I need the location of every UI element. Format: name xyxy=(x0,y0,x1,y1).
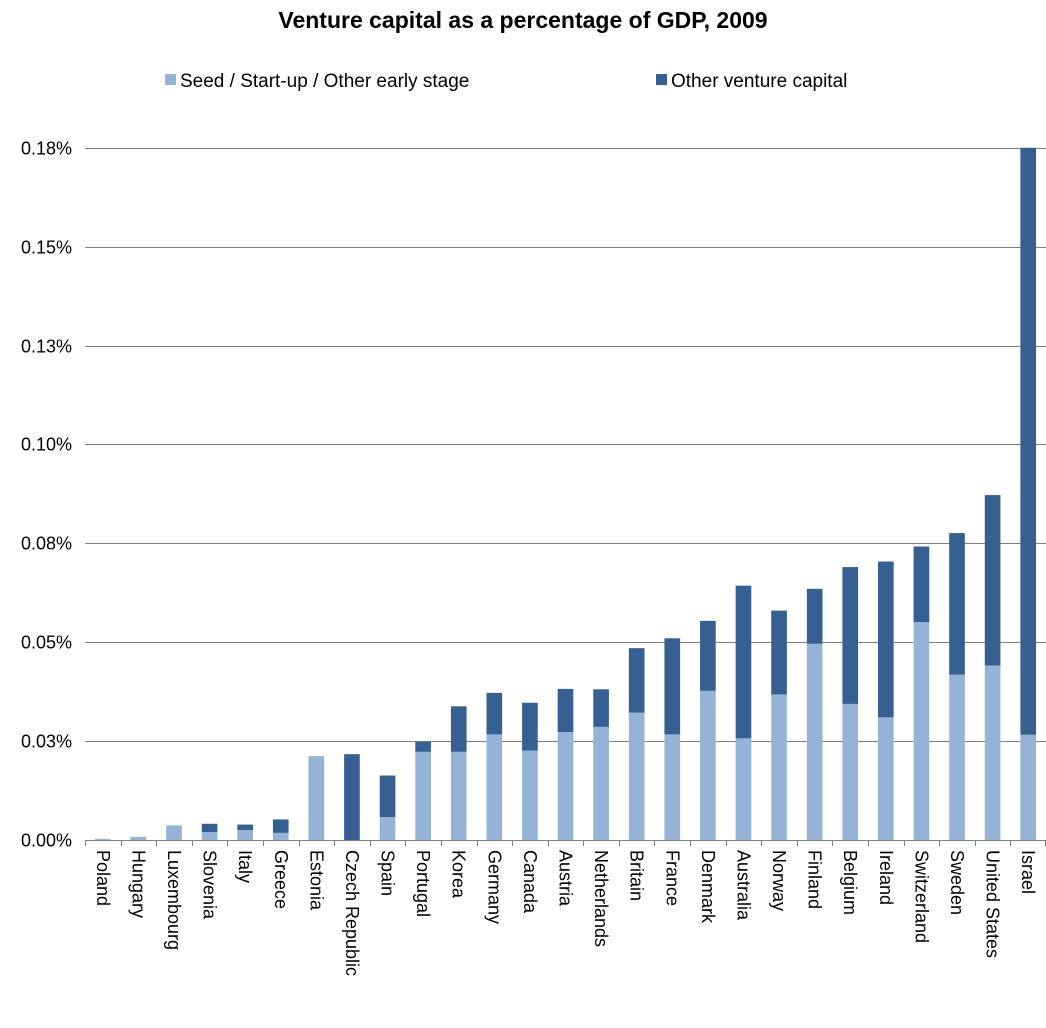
legend-swatch-seed xyxy=(165,74,176,85)
bar-other-venture-capital xyxy=(842,567,859,704)
bar-seed-early-stage xyxy=(700,690,716,840)
x-tick-label: France xyxy=(662,850,682,906)
legend: Seed / Start-up / Other early stage Othe… xyxy=(165,71,847,92)
x-tick-label: Czech Republic xyxy=(342,850,362,976)
y-tick-label: 0.13% xyxy=(21,337,72,357)
y-tick-label: 0.08% xyxy=(21,534,72,554)
bar-other-venture-capital xyxy=(522,702,538,751)
bar-other-venture-capital xyxy=(913,546,930,623)
bar-seed-early-stage xyxy=(735,738,752,840)
x-tick-label: Finland xyxy=(805,850,825,909)
y-axis-tick-labels: 0.00% 0.03% 0.05% 0.08% 0.10% 0.13% 0.15% 0.18% xyxy=(21,139,72,851)
x-axis-tick-labels: Poland Hungary Luxembourg Slovenia Italy Gree… xyxy=(93,850,1038,976)
bar-seed-early-stage xyxy=(913,622,930,840)
x-tick-label: Denmark xyxy=(698,850,718,924)
x-tick-label: Portugal xyxy=(413,850,433,917)
bar-seed-early-stage xyxy=(878,717,894,840)
x-tick-label: Netherlands xyxy=(591,850,611,947)
bar-other-venture-capital xyxy=(984,495,1001,666)
x-tick-label: Austria xyxy=(556,850,576,907)
bar-seed-early-stage xyxy=(201,832,218,840)
legend-label-other: Other venture capital xyxy=(671,71,847,92)
y-tick-label: 0.15% xyxy=(21,238,72,258)
bar-seed-early-stage xyxy=(522,750,538,840)
bar-seed-early-stage xyxy=(272,832,289,840)
bar-other-venture-capital xyxy=(878,561,894,718)
y-tick-label: 0.05% xyxy=(21,633,72,653)
y-tick-label: 0.00% xyxy=(21,831,72,851)
x-tick-label: Switzerland xyxy=(911,850,931,943)
x-tick-label: Poland xyxy=(93,850,113,906)
bar-seed-early-stage xyxy=(308,756,325,840)
bar-seed-early-stage xyxy=(593,726,609,840)
y-tick-label: 0.18% xyxy=(21,139,72,159)
bar-other-venture-capital xyxy=(557,688,574,733)
x-tick-label: Norway xyxy=(769,850,789,911)
bar-other-venture-capital xyxy=(1020,147,1037,735)
bar-seed-early-stage xyxy=(415,751,431,840)
bar-other-venture-capital xyxy=(735,585,752,739)
x-tick-label: Korea xyxy=(449,850,469,899)
bar-seed-early-stage xyxy=(237,830,253,840)
bar-seed-early-stage xyxy=(984,665,1001,840)
bar-other-venture-capital xyxy=(201,823,218,833)
x-tick-label: Italy xyxy=(235,850,255,883)
x-tick-label: Australia xyxy=(733,850,753,921)
x-axis-tick-marks xyxy=(85,840,1046,846)
x-tick-label: Estonia xyxy=(306,850,326,911)
bar-seed-early-stage xyxy=(379,817,396,840)
x-tick-label: Canada xyxy=(520,850,540,914)
bar-other-venture-capital xyxy=(806,588,823,644)
y-tick-label: 0.03% xyxy=(21,732,72,752)
x-tick-label: Sweden xyxy=(947,850,967,915)
x-tick-label: Slovenia xyxy=(200,850,220,920)
x-tick-label: Britain xyxy=(627,850,647,901)
bar-seed-early-stage xyxy=(166,825,182,840)
bar-seed-early-stage xyxy=(1020,734,1037,840)
bar-other-venture-capital xyxy=(450,706,467,752)
bar-seed-early-stage xyxy=(94,838,111,840)
bar-other-venture-capital xyxy=(700,620,716,691)
gridlines xyxy=(85,148,1046,742)
x-tick-label: United States xyxy=(983,850,1003,958)
x-tick-label: Hungary xyxy=(128,850,148,918)
bar-seed-early-stage xyxy=(557,732,574,840)
bar-seed-early-stage xyxy=(664,734,681,840)
bar-other-venture-capital xyxy=(272,819,289,833)
bar-other-venture-capital xyxy=(379,775,396,818)
bar-seed-early-stage xyxy=(806,643,823,840)
bar-other-venture-capital xyxy=(415,741,431,752)
chart-title: Venture capital as a percentage of GDP, … xyxy=(278,7,767,33)
bar-seed-early-stage xyxy=(628,712,645,840)
bars xyxy=(94,147,1037,840)
x-tick-label: Luxembourg xyxy=(164,850,184,950)
x-tick-label: Belgium xyxy=(840,850,860,915)
bar-other-venture-capital xyxy=(237,824,253,831)
y-tick-label: 0.10% xyxy=(21,435,72,455)
bar-seed-early-stage xyxy=(949,674,965,840)
bar-other-venture-capital xyxy=(771,610,787,695)
x-tick-label: Israel xyxy=(1018,850,1038,894)
bar-seed-early-stage xyxy=(486,734,503,840)
bar-other-venture-capital xyxy=(949,533,965,675)
bar-other-venture-capital xyxy=(664,638,681,735)
x-tick-label: Ireland xyxy=(876,850,896,905)
x-tick-label: Greece xyxy=(271,850,291,909)
bar-seed-early-stage xyxy=(771,694,787,840)
legend-swatch-other xyxy=(656,74,667,85)
bar-other-venture-capital xyxy=(593,689,609,727)
legend-label-seed: Seed / Start-up / Other early stage xyxy=(180,71,469,92)
bar-other-venture-capital xyxy=(628,648,645,713)
bar-seed-early-stage xyxy=(130,836,147,840)
bar-seed-early-stage xyxy=(450,751,467,840)
x-tick-label: Germany xyxy=(484,850,504,924)
x-tick-label: Spain xyxy=(378,850,398,896)
bar-seed-early-stage xyxy=(842,703,859,840)
bar-other-venture-capital xyxy=(344,754,360,840)
bar-other-venture-capital xyxy=(486,692,503,735)
